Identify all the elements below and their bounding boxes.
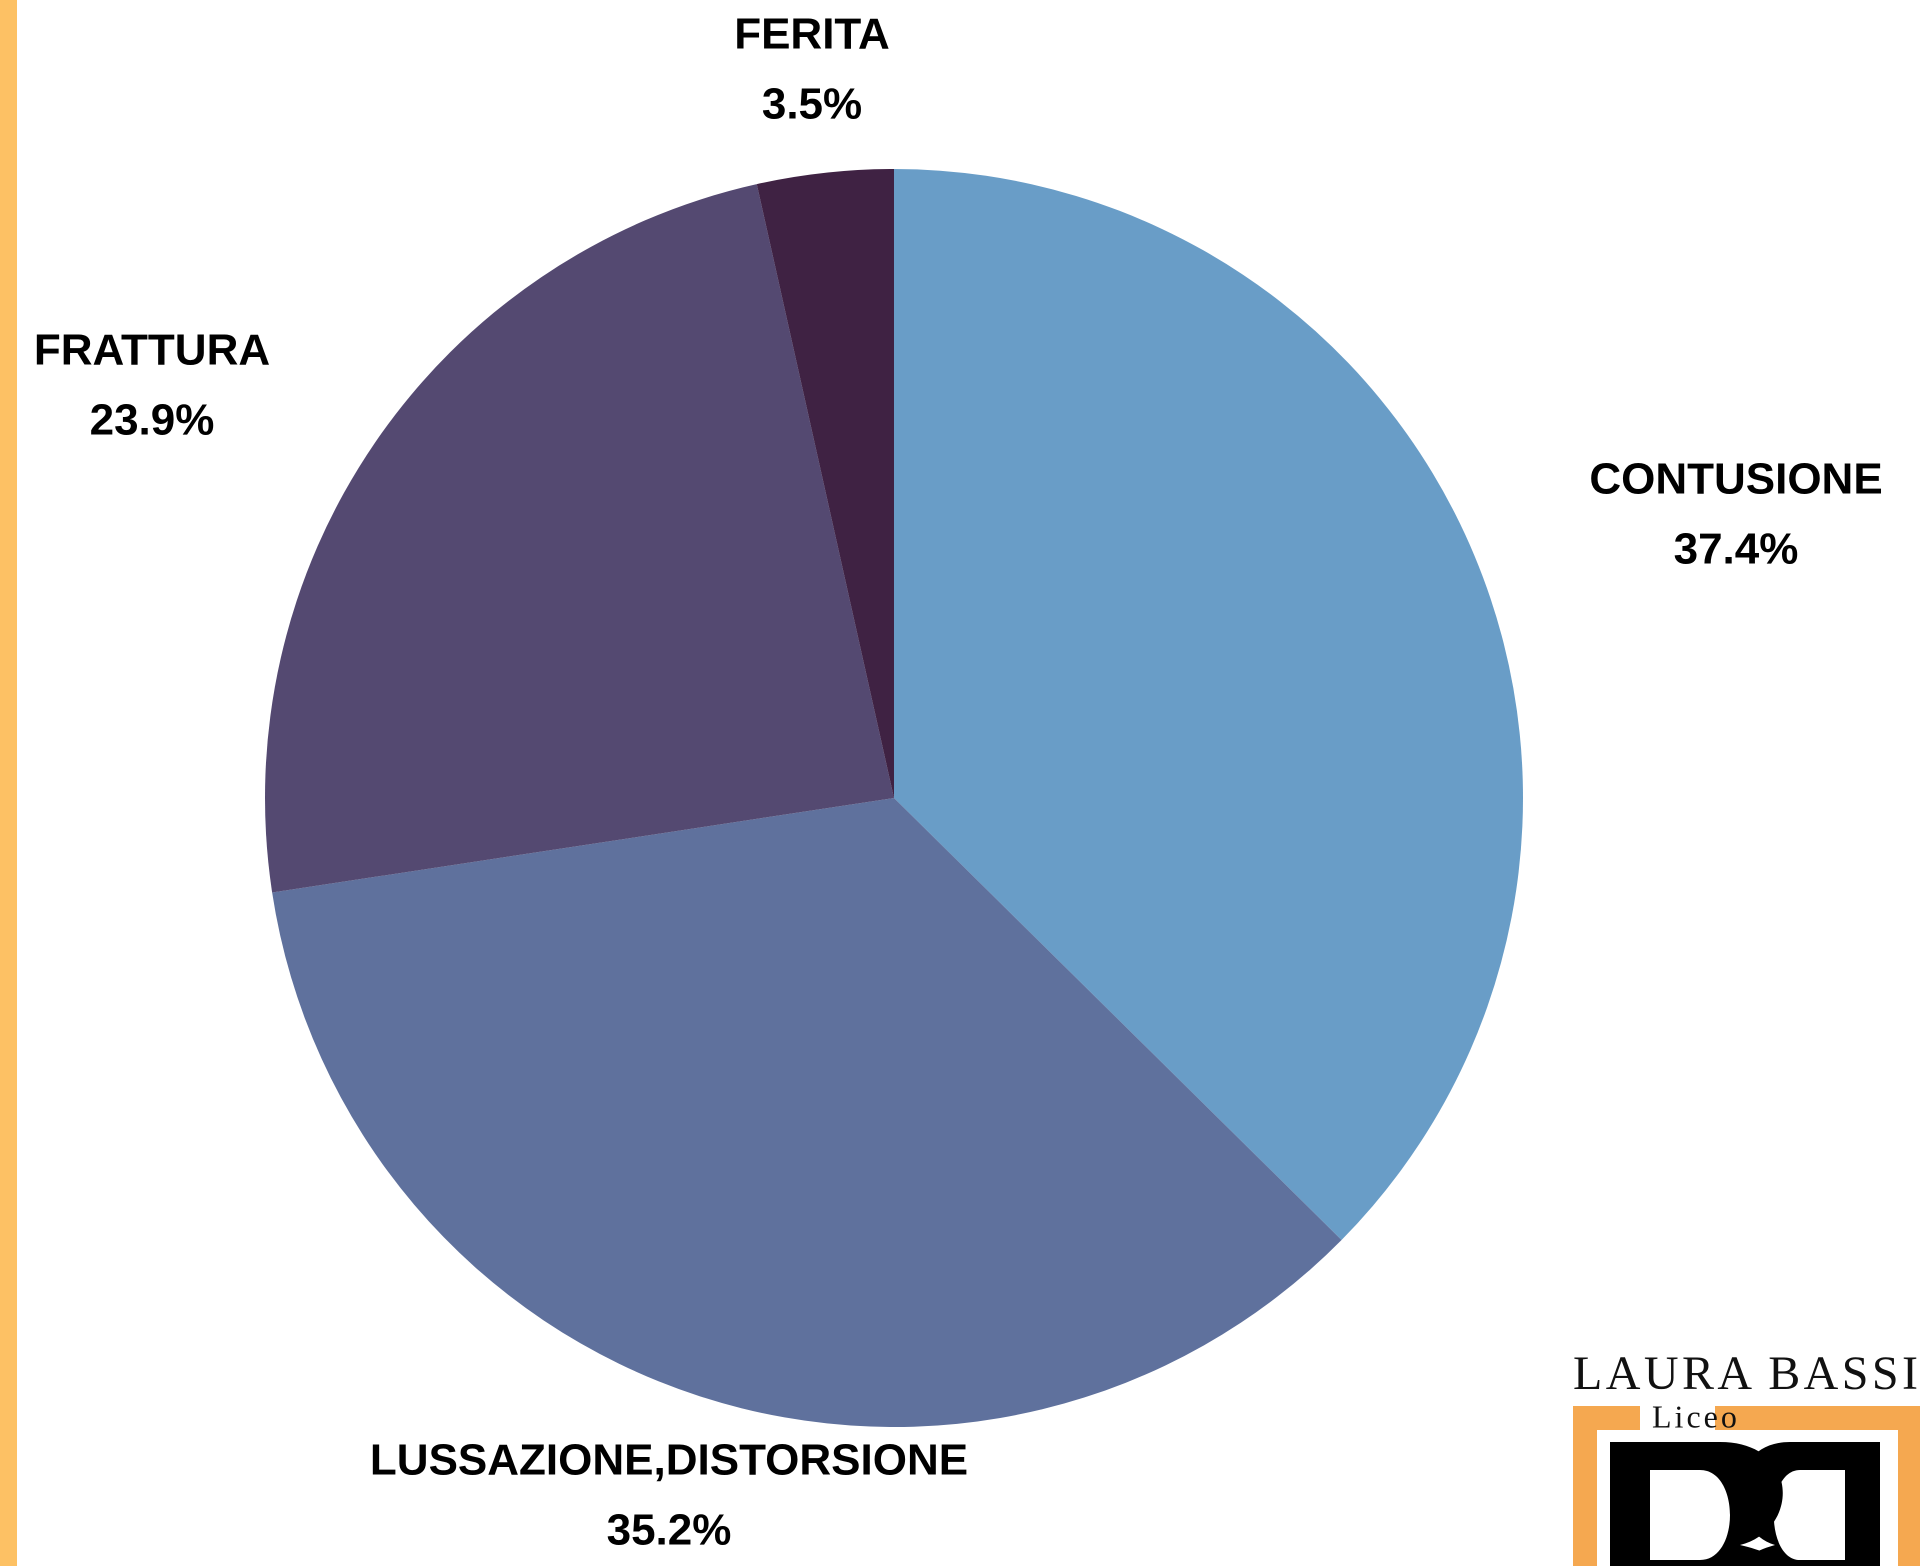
pie xyxy=(265,169,1523,1427)
slice-value-label: 37.4% xyxy=(1674,525,1799,574)
pie-slice xyxy=(894,169,1523,1240)
slice-label: LUSSAZIONE,DISTORSIONE xyxy=(370,1436,968,1485)
labels: CONTUSIONE 37.4% LUSSAZIONE,DISTORSIONE 35.… xyxy=(34,10,1883,1555)
logo-b-mirror xyxy=(1739,1442,1880,1566)
logo-title: LAURA BASSI xyxy=(1573,1347,1918,1400)
slice-label: FRATTURA xyxy=(34,326,270,375)
slice-value-label: 35.2% xyxy=(607,1506,732,1555)
logo: LAURA BASSI Liceo xyxy=(1573,1347,1920,1566)
slice-label: FERITA xyxy=(734,10,890,59)
pie-slice xyxy=(265,184,894,893)
side-bar xyxy=(0,0,17,1566)
pie-slice xyxy=(756,169,894,798)
logo-b xyxy=(1610,1442,1783,1566)
slice-value-label: 23.9% xyxy=(90,396,215,445)
pie-slice xyxy=(272,798,1342,1427)
slice-value-label: 3.5% xyxy=(762,80,862,129)
logo-subtitle: Liceo xyxy=(1652,1398,1740,1434)
logo-frame xyxy=(1573,1406,1920,1566)
slice-label: CONTUSIONE xyxy=(1589,455,1882,504)
